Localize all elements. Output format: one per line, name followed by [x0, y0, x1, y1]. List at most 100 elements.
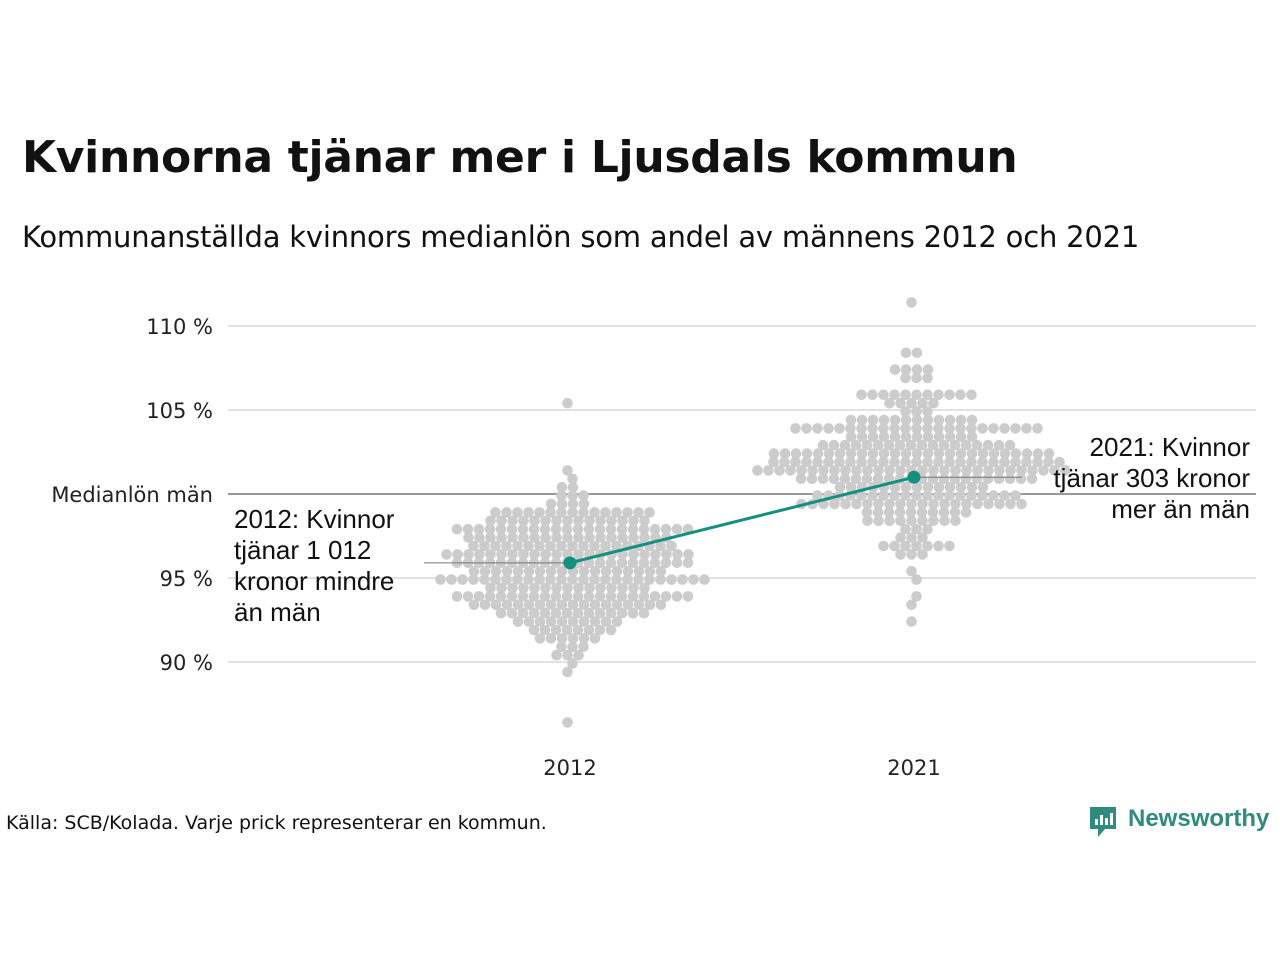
dot-2021 [922, 414, 934, 426]
dot-2021 [917, 397, 928, 409]
dot-2021 [906, 549, 917, 560]
dot-2012 [644, 507, 655, 518]
dot-2012 [534, 565, 546, 577]
y-tick-label: 110 % [146, 315, 213, 339]
dot-2012 [556, 574, 567, 585]
dot-2021 [950, 498, 961, 510]
dot-2021 [911, 523, 922, 535]
dot-2012 [605, 607, 617, 619]
dot-2021 [906, 599, 917, 611]
dot-2021 [862, 465, 873, 476]
dot-2021 [1005, 498, 1016, 510]
dot-2021 [977, 456, 988, 468]
dot-2021 [817, 473, 829, 485]
dot-2012 [567, 507, 578, 518]
dot-2012 [589, 540, 600, 552]
dot-2021 [895, 498, 906, 510]
dot-2012 [561, 607, 573, 619]
dot-2012 [671, 591, 683, 602]
dot-2021 [911, 372, 922, 384]
dot-2012 [534, 540, 545, 552]
dot-2021 [911, 389, 922, 401]
dot-2012 [573, 549, 584, 560]
dot-2021 [884, 498, 895, 510]
dot-2021 [1016, 498, 1027, 510]
dot-2012 [462, 591, 474, 602]
dot-2021 [817, 439, 829, 451]
dot-2012 [562, 465, 573, 476]
dot-2021 [906, 515, 917, 527]
dot-2021 [845, 481, 857, 493]
dot-2021 [856, 414, 868, 426]
dot-2012 [551, 649, 562, 661]
dot-2021 [911, 414, 923, 426]
dot-2012 [474, 549, 485, 560]
dot-2012 [562, 666, 573, 678]
dot-2012 [583, 591, 595, 602]
dot-2021 [900, 364, 912, 375]
dot-2021 [895, 465, 906, 476]
dot-2012 [501, 599, 513, 611]
dot-2012 [485, 515, 496, 527]
dot-2012 [550, 624, 562, 636]
dot-2012 [567, 658, 578, 669]
dot-2021 [1043, 456, 1054, 468]
dot-2021 [933, 456, 944, 468]
dot-2021 [1021, 423, 1032, 434]
dot-2021 [1005, 465, 1016, 476]
dot-2021 [905, 507, 917, 518]
dot-2021 [922, 540, 933, 552]
dot-2012 [534, 599, 546, 611]
dot-2012 [539, 523, 551, 535]
dot-2012 [495, 523, 507, 535]
dot-2012 [550, 591, 562, 602]
dot-2012 [633, 599, 645, 611]
dot-2012 [485, 582, 496, 594]
dot-2021 [922, 423, 933, 434]
dot-2012 [594, 624, 606, 636]
dot-2012 [567, 481, 579, 493]
dot-2012 [479, 574, 490, 585]
dot-2021 [823, 456, 834, 468]
dot-2021 [999, 448, 1011, 459]
dot-2021 [933, 490, 944, 501]
dot-2021 [972, 498, 983, 510]
dot-2012 [589, 599, 601, 611]
annotation-2021-line: tjänar 303 kronor [1053, 463, 1250, 493]
dot-2012 [463, 549, 474, 560]
dot-2021 [900, 481, 912, 493]
dot-2012 [655, 540, 666, 552]
dot-2021 [1027, 465, 1038, 476]
dot-2012 [578, 565, 590, 577]
dot-2021 [911, 431, 923, 443]
dot-2012 [550, 523, 562, 535]
dot-2012 [595, 532, 606, 543]
dot-2021 [960, 439, 972, 451]
dot-2012 [589, 616, 601, 627]
dot-2012 [556, 481, 568, 493]
dot-2021 [983, 498, 994, 510]
dot-2012 [517, 523, 529, 535]
dot-2012 [490, 565, 502, 577]
dot-2012 [506, 523, 518, 535]
dot-2012 [639, 549, 650, 560]
dot-2012 [683, 549, 694, 560]
dot-2021 [939, 515, 950, 527]
dot-2021 [911, 456, 922, 468]
dot-2021 [944, 456, 955, 468]
dot-2012 [655, 599, 667, 611]
dot-2021 [922, 364, 934, 375]
dot-2021 [988, 456, 999, 468]
dot-2012 [600, 507, 611, 518]
dot-2021 [906, 397, 917, 409]
dot-2012 [583, 607, 595, 619]
dot-2021 [906, 616, 917, 627]
dot-2012 [556, 633, 568, 644]
dot-2021 [982, 473, 994, 485]
dot-2021 [917, 498, 928, 510]
dot-2012 [484, 591, 496, 602]
annotation-2012-line: kronor mindre [234, 566, 394, 596]
dot-2021 [927, 507, 939, 518]
dot-2021 [840, 465, 851, 476]
dot-2021 [900, 372, 911, 384]
